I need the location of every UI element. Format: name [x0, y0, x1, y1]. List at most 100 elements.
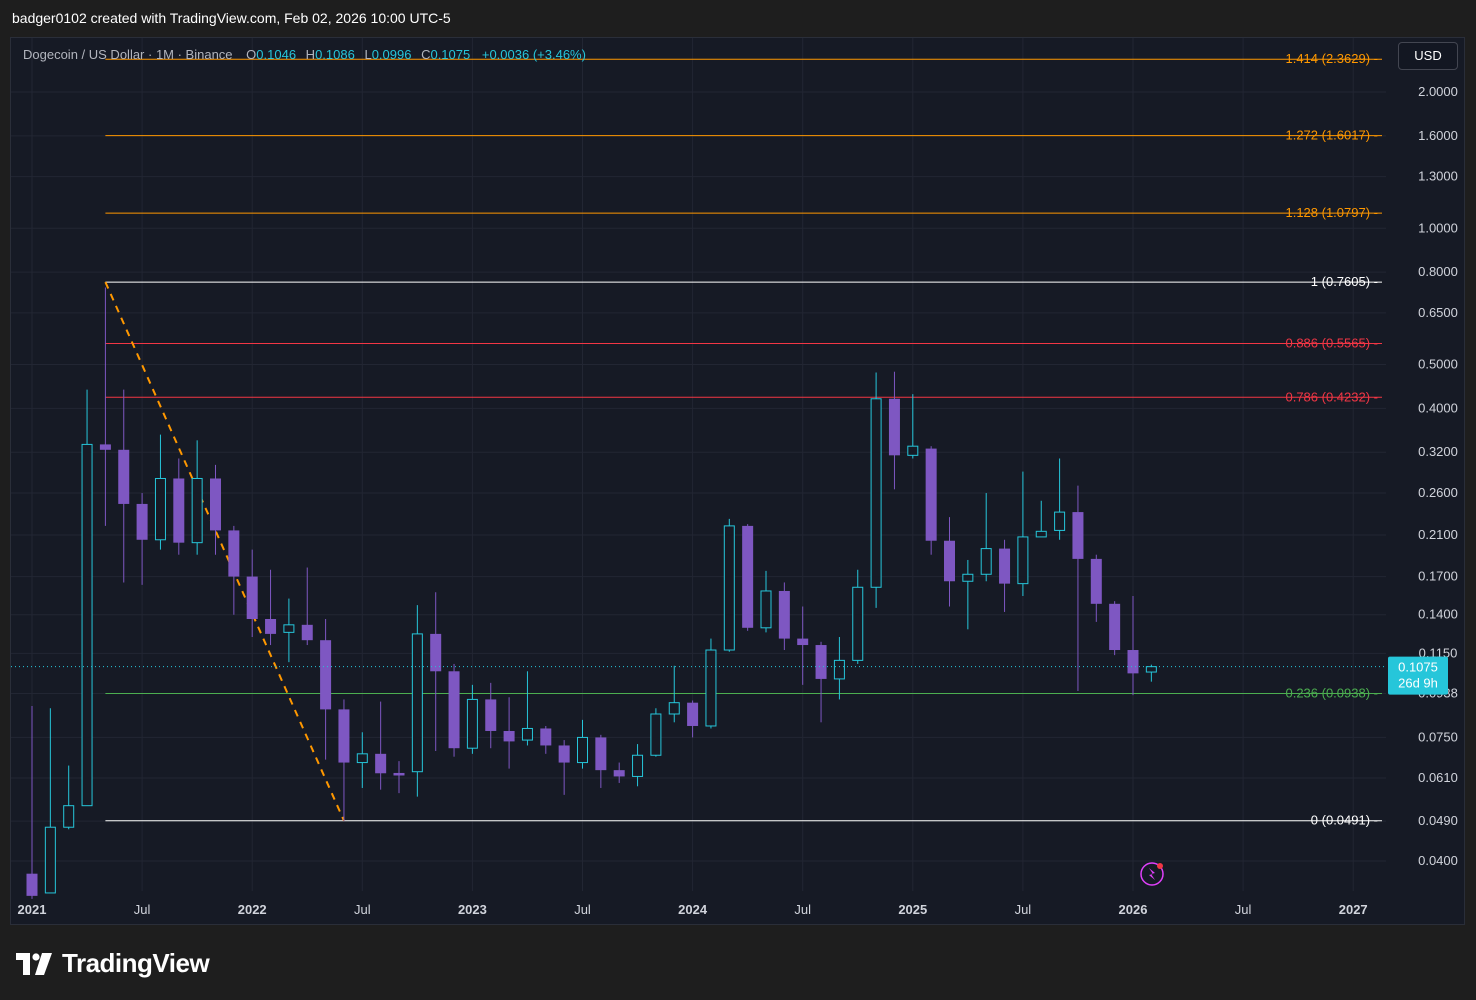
candle-body [191, 477, 203, 544]
candle-body [246, 576, 258, 619]
candle-2024-05 [760, 570, 772, 633]
candle-2024-09 [833, 637, 845, 700]
price-axis-label: 1.6000 [1418, 128, 1458, 143]
author-caption: badger0102 created with TradingView.com,… [12, 10, 451, 26]
price-axis-label: 0.3200 [1418, 444, 1458, 459]
candle-2024-01 [687, 700, 699, 738]
price-axis-label: 0.2600 [1418, 485, 1458, 500]
grid-lines [11, 38, 1386, 891]
top-caption-bar: badger0102 created with TradingView.com,… [0, 0, 1476, 36]
bottom-brand-bar: TradingView [0, 926, 1476, 1000]
candle-body [265, 618, 277, 634]
candle-2025-04 [962, 559, 974, 630]
candle-body [540, 728, 552, 746]
candle-body [833, 659, 845, 680]
candle-2023-08 [595, 734, 607, 788]
candle-body [485, 699, 497, 731]
candle-body [577, 736, 588, 764]
candle-2021-09 [173, 458, 185, 555]
candle-2022-11 [430, 592, 442, 751]
high-label: H [305, 47, 316, 62]
candle-2021-08 [154, 434, 166, 550]
close-label: C [421, 47, 431, 62]
time-axis: 2021 Jul 2022 Jul 2023 Jul 2024 Jul 2025 Jul 2026 J… [18, 902, 1368, 917]
price-axis-label: 0.1700 [1418, 569, 1458, 584]
price-axis-label: 0.8000 [1418, 264, 1458, 279]
high-value: 0.1086 [315, 47, 355, 62]
candle-2022-07 [356, 732, 368, 788]
candle-body [411, 633, 423, 773]
candle-2025-09 [1054, 458, 1066, 540]
candle-body [1017, 536, 1029, 585]
fib-level-label: 1.414 (2.3629) - [1285, 51, 1378, 66]
fib-level-label: 0.236 (0.0938) - [1285, 685, 1378, 700]
candle-2023-07 [577, 719, 588, 769]
candle-body [136, 503, 148, 540]
candle-2022-05 [320, 618, 332, 760]
time-axis-label: Jul [1015, 902, 1032, 917]
chart-frame[interactable]: 1.414 (2.3629) - 1.272 (1.6017) - 1.128 (1… [10, 37, 1465, 925]
candles [26, 287, 1157, 899]
candle-2022-12 [448, 663, 460, 757]
candle-2023-05 [540, 725, 552, 754]
candle-body [999, 548, 1011, 584]
open-label: O [246, 47, 257, 62]
candle-body [301, 624, 313, 641]
candle-2022-02 [265, 569, 277, 646]
last-price-tag-countdown: 26d 9h [1398, 676, 1438, 691]
candle-2025-01 [907, 394, 919, 459]
candle-body [356, 753, 368, 764]
candle-2025-12 [1109, 601, 1121, 656]
time-axis-label: 2022 [238, 902, 267, 917]
candle-2025-05 [980, 493, 992, 582]
candle-body [26, 873, 38, 896]
candle-body [888, 398, 900, 456]
price-axis-label: 1.3000 [1418, 169, 1458, 184]
candle-2021-11 [210, 464, 221, 555]
fib-level-label: 1 (0.7605) - [1311, 274, 1378, 289]
time-axis-label: Jul [354, 902, 371, 917]
candle-body [558, 745, 570, 763]
candle-body [1145, 666, 1157, 673]
candle-2022-10 [411, 605, 423, 797]
symbol-title[interactable]: Dogecoin / US Dollar · 1M · Binance [23, 47, 233, 62]
fib-level-label: 1.128 (1.0797) - [1285, 205, 1378, 220]
candle-2023-11 [650, 708, 662, 757]
fibonacci-levels: 1.414 (2.3629) - 1.272 (1.6017) - 1.128 (1… [104, 51, 1382, 828]
candle-body [466, 698, 478, 749]
price-axis: 2.0000 1.6000 1.3000 1.0000 0.8000 0.6500 0.50… [1418, 84, 1458, 868]
candle-2022-09 [393, 761, 405, 794]
candle-2025-08 [1035, 500, 1047, 538]
candle-body [1054, 511, 1066, 531]
tradingview-logo[interactable]: TradingView [16, 948, 210, 979]
candle-body [1127, 650, 1139, 674]
candle-2022-03 [283, 598, 295, 663]
candle-2021-07 [136, 493, 148, 585]
currency-button[interactable]: USD [1398, 42, 1458, 70]
fib-trend-line [104, 281, 345, 822]
candle-2025-10 [1072, 485, 1084, 691]
candle-body [375, 753, 387, 774]
candle-2022-04 [301, 567, 313, 646]
price-axis-label: 0.0750 [1418, 729, 1458, 744]
price-axis-label: 0.0400 [1418, 853, 1458, 868]
low-value: 0.0996 [371, 47, 412, 62]
candle-2023-12 [668, 665, 680, 723]
candlestick-chart[interactable]: 1.414 (2.3629) - 1.272 (1.6017) - 1.128 (1… [11, 38, 1465, 925]
candle-2023-09 [613, 762, 625, 783]
candle-2025-02 [925, 446, 937, 555]
candle-body [870, 398, 882, 588]
candle-2024-03 [723, 518, 735, 652]
candle-2021-05 [99, 287, 111, 526]
candle-2026-01 [1127, 596, 1139, 696]
candle-2025-03 [944, 517, 955, 607]
candle-2025-06 [999, 539, 1011, 612]
candle-2024-10 [852, 569, 864, 664]
time-axis-label: 2023 [458, 902, 487, 917]
candle-body [668, 702, 680, 715]
candle-body [1109, 603, 1121, 651]
fib-level-label: 0.786 (0.4232) - [1285, 389, 1378, 404]
candle-2021-03 [63, 765, 75, 830]
symbol-header: Dogecoin / US Dollar · 1M · Binance O 0.1… [23, 47, 586, 62]
